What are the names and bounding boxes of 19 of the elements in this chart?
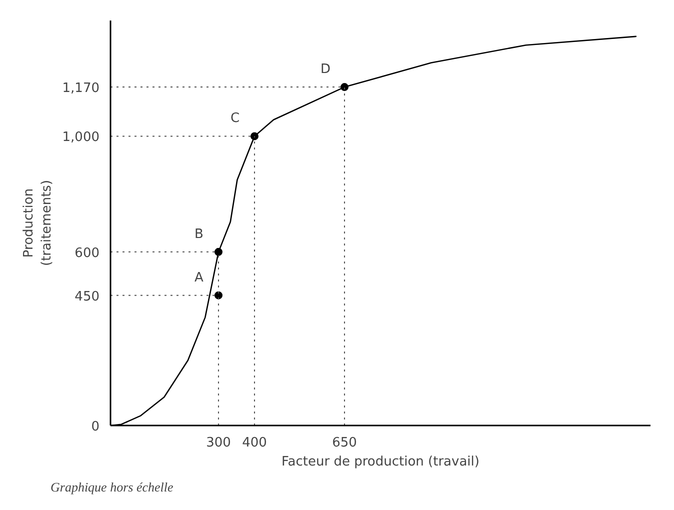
annotation: C — [230, 111, 240, 126]
x-tick-label: 650 — [332, 436, 357, 450]
x-tick-label: 300 — [206, 436, 231, 450]
point — [214, 248, 222, 256]
y-tick-label: 1,000 — [62, 130, 100, 146]
point — [214, 291, 222, 300]
y-tick-label: 0 — [91, 420, 100, 434]
y-tick-label: 600 — [74, 246, 100, 261]
x-axis-title: Facteur de production (travail) — [282, 454, 480, 470]
x-tick-label: 400 — [242, 436, 267, 450]
text: Graphique hors échelle — [50, 480, 174, 494]
y-tick-label: 450 — [74, 289, 100, 304]
y-tick-label: 1,170 — [62, 81, 100, 96]
point — [340, 83, 348, 92]
annotation: A — [194, 270, 204, 286]
y-axis-title: Production (traitements) — [21, 180, 54, 266]
annotation: D — [320, 62, 331, 78]
annotation: B — [194, 226, 204, 242]
point — [250, 132, 258, 140]
